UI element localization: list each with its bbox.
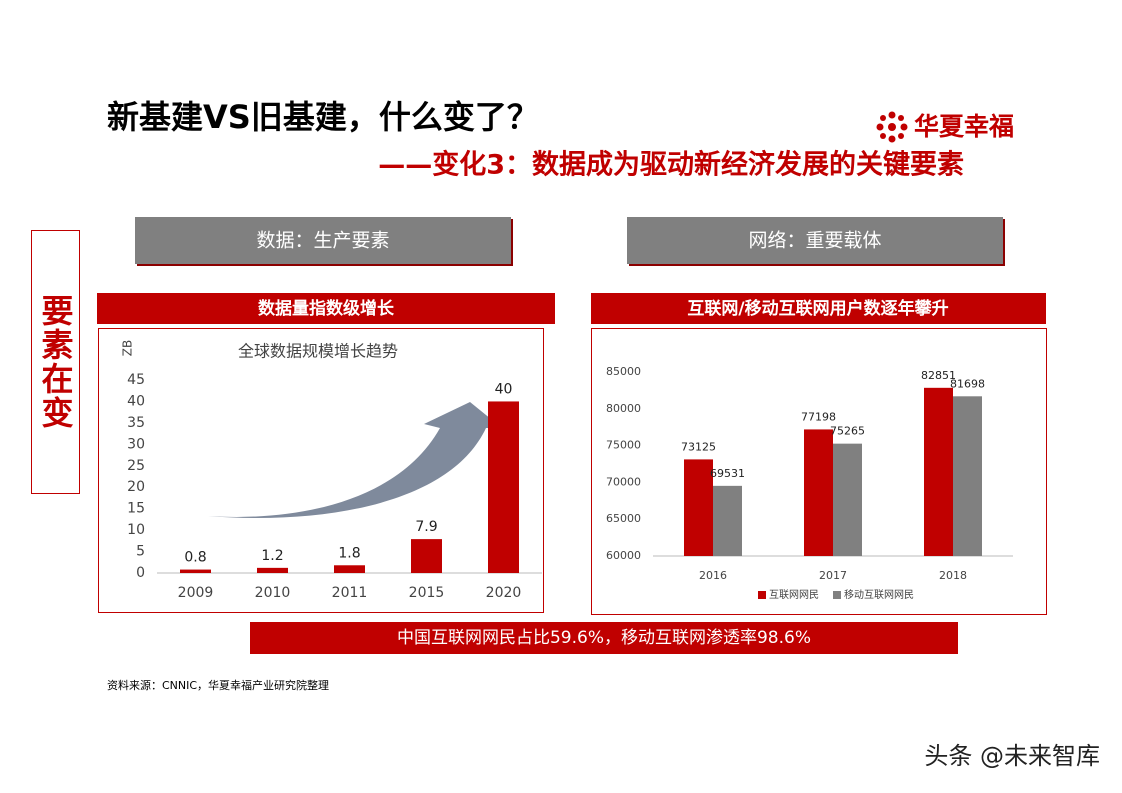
summary-bg (250, 622, 958, 654)
y-tick-label: 0 (136, 565, 145, 581)
y-tick-label: 65000 (606, 512, 641, 525)
data-label: 77198 (801, 410, 836, 423)
x-tick-label: 2010 (255, 585, 291, 601)
data-label: 82851 (921, 369, 956, 382)
data-label: 1.2 (261, 548, 283, 564)
panel-heading: 数据量指数级增长 (258, 298, 395, 319)
panel-heading-bg (97, 293, 555, 324)
y-tick-label: 80000 (606, 402, 641, 415)
y-tick-label: 70000 (606, 475, 641, 488)
x-tick-label: 2015 (409, 585, 445, 601)
y-tick-label: 35 (127, 415, 145, 431)
bar (924, 387, 953, 556)
tag-box (135, 217, 511, 264)
y-tick-label: 15 (127, 501, 145, 517)
bar (833, 443, 862, 556)
x-tick-label: 2018 (939, 569, 967, 582)
logo-icon (876, 111, 908, 143)
y-tick-label: 60000 (606, 549, 641, 562)
source-note: 资料来源：CNNIC，华夏幸福产业研究院整理 (107, 678, 329, 692)
side-box: 要素在变 (31, 230, 80, 494)
side-label: 要素在变 (36, 294, 75, 430)
x-tick-label: 2009 (178, 585, 214, 601)
tag-text: 网络：重要载体 (748, 230, 881, 252)
legend-swatch (758, 591, 766, 599)
y-tick-label: 30 (127, 436, 145, 452)
y-tick-label: 20 (127, 479, 145, 495)
panel-heading-bg (591, 293, 1046, 324)
data-label: 7.9 (415, 519, 437, 535)
bar (713, 485, 742, 556)
tag-text: 数据：生产要素 (256, 230, 389, 252)
y-tick-label: 25 (127, 458, 145, 474)
data-label: 81698 (950, 377, 985, 390)
bar (804, 429, 833, 556)
watermark: 头条 @未来智库 (924, 742, 1100, 770)
logo-text: 华夏幸福 (914, 112, 1014, 141)
subtitle: ——变化3：数据成为驱动新经济发展的关键要素 (378, 149, 964, 181)
data-label: 73125 (681, 440, 716, 453)
title: 新基建VS旧基建，什么变了？ (107, 98, 539, 136)
legend-swatch (833, 591, 841, 599)
bar (684, 459, 713, 556)
chart-frame (591, 328, 1047, 615)
y-tick-label: 5 (136, 544, 145, 560)
bar (411, 539, 442, 573)
data-label: 40 (495, 381, 513, 397)
data-label: 0.8 (184, 550, 206, 566)
y-tick-label: 45 (127, 372, 145, 388)
bar (334, 565, 365, 573)
summary: 中国互联网网民占比59.6%，移动互联网渗透率98.6% (397, 628, 811, 648)
data-label: 1.8 (338, 545, 360, 561)
y-tick-label: 85000 (606, 365, 641, 378)
tag-box (627, 217, 1003, 264)
data-label: 75265 (830, 425, 865, 438)
legend-label: 互联网网民 (769, 589, 819, 601)
trend-arrow (208, 402, 502, 519)
x-tick-label: 2020 (486, 585, 522, 601)
y-tick-label: 40 (127, 393, 145, 409)
y-tick-label: 75000 (606, 439, 641, 452)
legend-label: 移动互联网网民 (844, 588, 914, 601)
data-label: 69531 (710, 467, 745, 480)
bar (953, 396, 982, 556)
x-tick-label: 2017 (819, 569, 847, 582)
chart-title: 全球数据规模增长趋势 (238, 342, 398, 361)
x-tick-label: 2016 (699, 569, 727, 582)
bar (488, 401, 519, 573)
bar (257, 567, 288, 573)
x-tick-label: 2011 (332, 585, 368, 601)
chart-frame (98, 328, 544, 613)
y-tick-label: 10 (127, 522, 145, 538)
y-axis-label: ZB (121, 340, 135, 356)
bar (180, 569, 211, 573)
panel-heading: 互联网/移动互联网用户数逐年攀升 (687, 298, 948, 319)
